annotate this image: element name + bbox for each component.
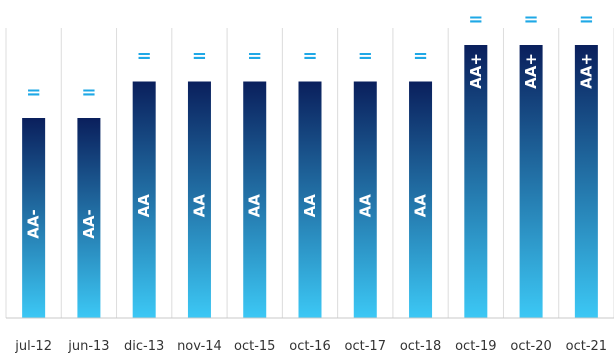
x-tick-label: oct-21: [566, 339, 607, 354]
outlook-label: =: [413, 46, 428, 67]
x-tick-label: oct-18: [400, 339, 441, 354]
bar-rating-label: AA+: [522, 53, 540, 89]
bar: [77, 118, 101, 318]
outlook-label: =: [302, 46, 317, 67]
bar-rating-label: AA: [190, 194, 208, 218]
x-tick-label: oct-19: [455, 339, 496, 354]
x-tick-label: oct-15: [234, 339, 275, 354]
bar: [132, 81, 156, 318]
x-tick-label: oct-20: [510, 339, 551, 354]
x-tick-label: nov-14: [177, 339, 222, 354]
bar: [409, 81, 433, 318]
x-tick-label: dic-13: [124, 339, 164, 354]
bar-rating-label: AA: [412, 194, 430, 218]
outlook-label: =: [137, 46, 152, 67]
bar-rating-label: AA: [301, 194, 319, 218]
x-tick-label: oct-17: [345, 339, 386, 354]
outlook-labels-group: = = = = = = = = = = =: [26, 9, 594, 103]
bar: [574, 45, 598, 318]
bar-rating-label: AA-: [80, 209, 98, 238]
bar: [243, 81, 267, 318]
bar: [519, 45, 543, 318]
bars-group: AA- AA- AA AA AA AA AA AA AA+ AA+ AA+: [22, 45, 598, 318]
x-tick-labels-group: jul-12 jun-13 dic-13 nov-14 oct-15 oct-16 oct-…: [14, 339, 607, 354]
bar-rating-label: AA: [135, 194, 153, 218]
bar-rating-label: AA: [246, 194, 264, 218]
outlook-label: =: [358, 46, 373, 67]
x-tick-label: jun-13: [67, 339, 109, 354]
outlook-label: =: [247, 46, 262, 67]
bar-rating-label: AA: [356, 194, 374, 218]
bar-rating-label: AA+: [577, 53, 595, 89]
bar: [22, 118, 46, 318]
outlook-label: =: [579, 9, 594, 30]
outlook-label: =: [468, 9, 483, 30]
bar: [464, 45, 488, 318]
grid-separators: [5, 28, 614, 318]
outlook-label: =: [26, 82, 41, 103]
bar-rating-label: AA+: [467, 53, 485, 89]
bar: [187, 81, 211, 318]
bar: [298, 81, 322, 318]
outlook-label: =: [81, 82, 96, 103]
bar-rating-label: AA-: [25, 209, 43, 238]
outlook-label: =: [192, 46, 207, 67]
x-tick-label: oct-16: [289, 339, 330, 354]
bar: [353, 81, 377, 318]
outlook-label: =: [524, 9, 539, 30]
x-tick-label: jul-12: [14, 339, 52, 354]
